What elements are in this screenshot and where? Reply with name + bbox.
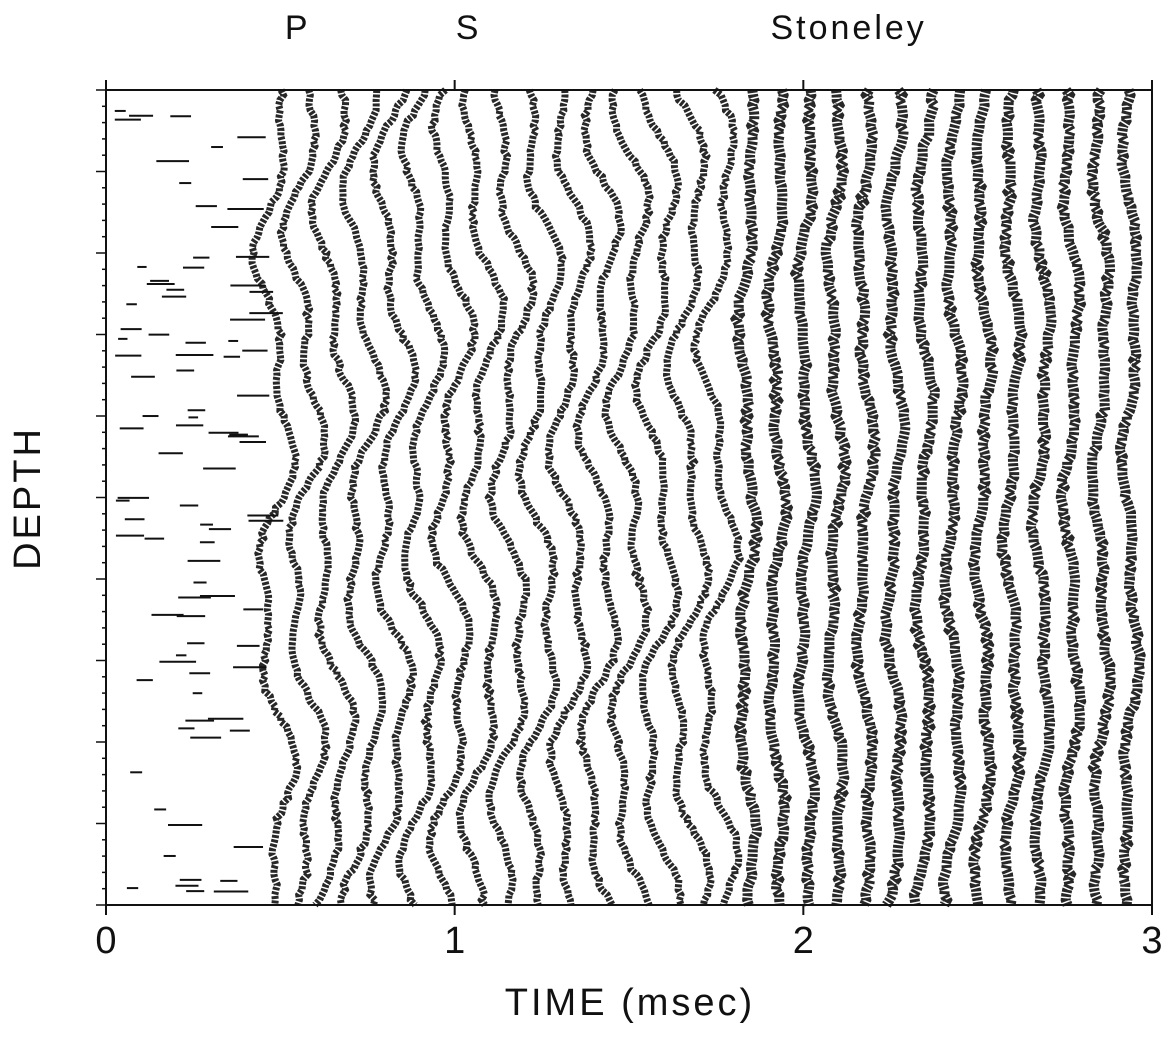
wave-band xyxy=(336,89,391,906)
wave-band xyxy=(729,89,764,907)
wave-band xyxy=(908,87,940,906)
wave-band xyxy=(395,89,449,908)
wave-band xyxy=(601,88,654,907)
waveform-texture xyxy=(114,86,1146,908)
wave-band xyxy=(1025,87,1057,906)
wave-band xyxy=(996,88,1028,906)
annotation: Stoneley xyxy=(770,9,926,47)
wave-band xyxy=(572,89,625,907)
x-axis-label: TIME (msec) xyxy=(505,982,755,1024)
wave-band xyxy=(455,88,509,907)
wave-band xyxy=(276,88,331,906)
wave-band xyxy=(484,89,539,906)
wave-band xyxy=(514,88,567,906)
wave-band xyxy=(1085,87,1117,907)
wave-band xyxy=(879,86,911,908)
wave-band xyxy=(630,88,685,907)
wave-band xyxy=(307,89,360,908)
wave-band xyxy=(760,88,794,906)
wave-band xyxy=(967,88,1000,906)
x-tick-label: 2 xyxy=(793,920,814,962)
x-tick-label: 0 xyxy=(95,920,116,962)
wave-band xyxy=(850,87,882,907)
annotation: P xyxy=(285,9,311,47)
y-axis-label: DEPTH xyxy=(7,426,49,570)
wave-band xyxy=(425,87,479,906)
x-tick-label: 3 xyxy=(1141,920,1162,962)
wave-band xyxy=(820,89,853,906)
x-tick-label: 1 xyxy=(444,920,465,962)
wave-band xyxy=(789,89,823,907)
wave-band xyxy=(937,89,969,908)
wave-band xyxy=(248,88,302,906)
wave-band xyxy=(1115,88,1146,906)
annotation: S xyxy=(456,9,482,47)
wave-band xyxy=(690,87,744,907)
wave-band xyxy=(1055,87,1087,907)
wave-band xyxy=(365,88,420,907)
wave-band xyxy=(544,89,597,906)
wave-band xyxy=(662,89,715,906)
